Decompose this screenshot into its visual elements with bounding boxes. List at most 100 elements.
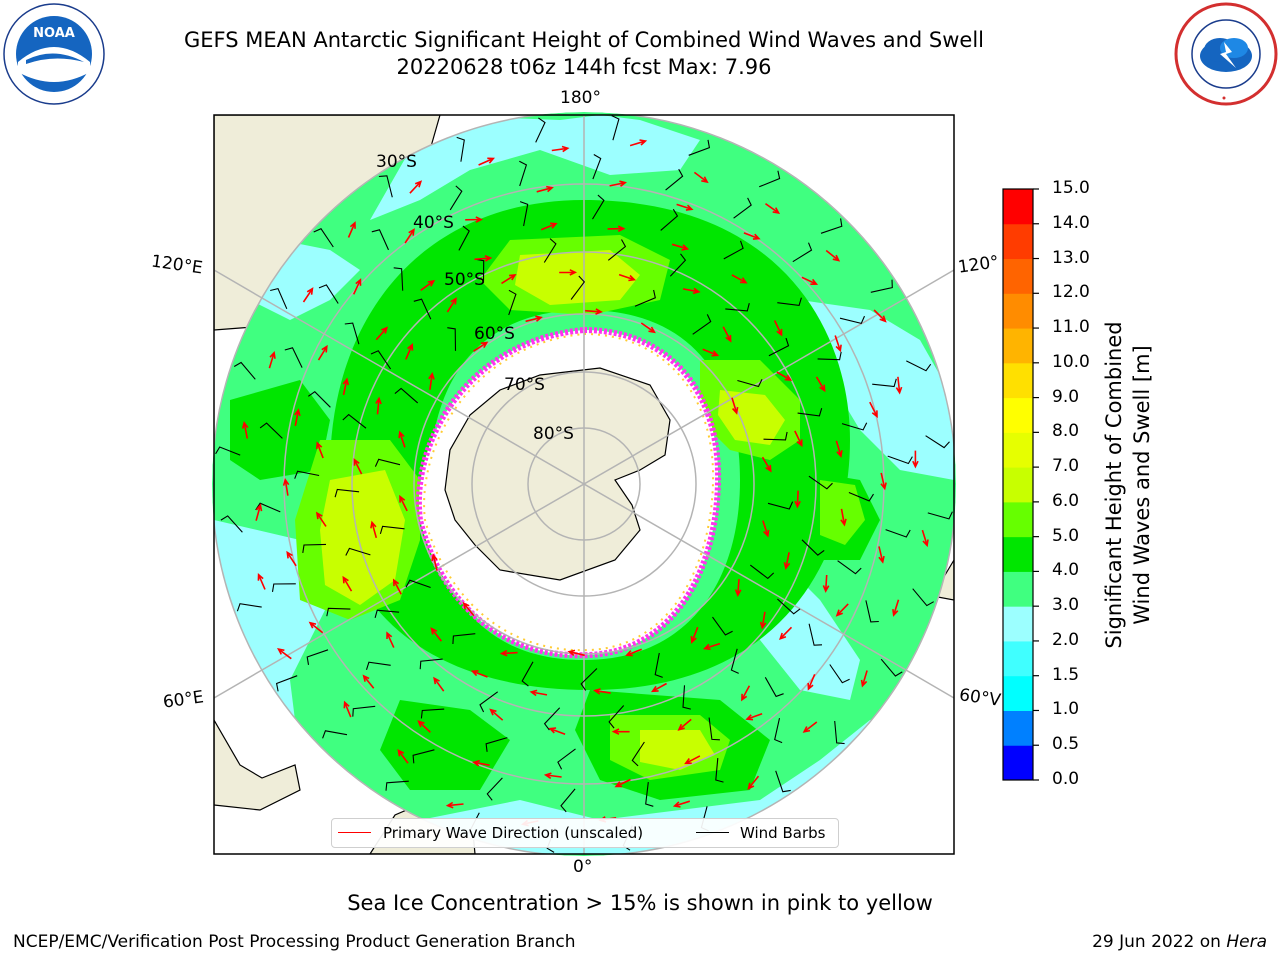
wave-direction-arrow bbox=[445, 801, 464, 809]
wind-barb bbox=[880, 658, 903, 677]
wind-barb bbox=[737, 379, 763, 388]
wind-barb bbox=[521, 661, 534, 687]
colorbar-swatch bbox=[1003, 571, 1033, 607]
lat-label-40s: 40°S bbox=[413, 213, 454, 233]
wind-barb bbox=[486, 777, 503, 801]
wind-barb bbox=[611, 115, 620, 141]
wave-direction-arrow bbox=[405, 343, 414, 360]
wave-direction-arrow bbox=[880, 472, 887, 491]
wave-direction-arrow bbox=[640, 322, 656, 334]
wave-direction-arrow bbox=[794, 430, 803, 448]
wave-direction-arrow bbox=[474, 255, 493, 262]
wind-barb bbox=[215, 446, 241, 456]
wave-direction-arrow bbox=[241, 420, 249, 439]
wave-direction-arrow bbox=[462, 601, 475, 617]
wind-barb bbox=[925, 435, 950, 449]
wind-barb bbox=[885, 529, 911, 538]
wind-barb bbox=[654, 652, 663, 678]
wave-direction-arrow bbox=[567, 649, 585, 657]
wave-direction-arrow bbox=[722, 326, 732, 343]
wind-barb bbox=[712, 616, 733, 636]
wind-barb bbox=[271, 583, 296, 592]
wind-barb bbox=[665, 168, 684, 191]
lat-label-80s: 80°S bbox=[533, 424, 574, 444]
colorbar-tick-label: 1.0 bbox=[1052, 699, 1080, 720]
colorbar-label-line1: Significant Height of Combined bbox=[1102, 321, 1126, 649]
colorbar-tick-label: 10.0 bbox=[1052, 351, 1090, 372]
wave-direction-arrow bbox=[431, 553, 438, 571]
wave-direction-arrow bbox=[347, 221, 356, 238]
wind-barb bbox=[236, 603, 262, 612]
colorbar-tick-label: 5.0 bbox=[1052, 525, 1080, 546]
wave-direction-arrow bbox=[801, 276, 819, 285]
wind-barb bbox=[715, 758, 724, 783]
wave-direction-arrow bbox=[536, 185, 554, 193]
wave-direction-arrow bbox=[317, 344, 328, 361]
wind-barb bbox=[385, 780, 409, 791]
wave-direction-arrow bbox=[433, 676, 445, 692]
wave-direction-arrow bbox=[693, 171, 709, 184]
colorbar-tick-label: 1.5 bbox=[1052, 664, 1080, 685]
map-frame bbox=[213, 114, 955, 855]
wave-direction-arrow bbox=[501, 274, 517, 285]
wave-direction-arrow bbox=[672, 800, 691, 808]
legend-wave-direction-swatch bbox=[338, 832, 371, 833]
legend-wind-barbs-swatch bbox=[696, 832, 729, 833]
wave-direction-arrow bbox=[834, 335, 842, 353]
colorbar bbox=[1002, 188, 1034, 781]
wind-barb bbox=[334, 488, 360, 498]
wave-direction-arrow bbox=[375, 326, 389, 341]
colorbar-tick-label: 9.0 bbox=[1052, 386, 1080, 407]
wind-barb bbox=[872, 378, 897, 388]
wind-barb bbox=[570, 275, 586, 300]
wind-barb bbox=[660, 208, 679, 231]
wave-direction-arrow bbox=[529, 689, 548, 697]
wave-direction-arrow bbox=[759, 611, 767, 630]
wind-barb bbox=[275, 675, 298, 692]
lat-label-30s: 30°S bbox=[376, 152, 417, 172]
wave-direction-arrow bbox=[282, 477, 290, 496]
wind-barb bbox=[817, 351, 842, 361]
wind-barb bbox=[669, 253, 687, 277]
wave-direction-arrow bbox=[585, 308, 603, 315]
legend-wind-barbs-label: Wind Barbs bbox=[740, 824, 826, 842]
wave-direction-arrow bbox=[741, 685, 751, 702]
colorbar-tick-label: 0.0 bbox=[1052, 769, 1080, 789]
colorbar-tick-label: 4.0 bbox=[1052, 560, 1080, 581]
wave-direction-arrow bbox=[650, 682, 667, 693]
colorbar-ticks bbox=[1033, 188, 1039, 781]
wave-direction-arrow bbox=[607, 225, 626, 233]
wind-barb bbox=[768, 337, 790, 357]
wind-barb bbox=[777, 598, 801, 615]
wave-direction-arrow bbox=[835, 603, 849, 617]
wave-direction-arrow bbox=[559, 269, 578, 276]
wind-barb bbox=[306, 649, 329, 665]
colorbar-frame bbox=[1002, 188, 1034, 781]
wave-direction-arrow bbox=[472, 759, 490, 767]
wave-direction-arrow bbox=[362, 674, 375, 689]
wind-barb bbox=[887, 455, 913, 465]
colorbar-tick-label: 15.0 bbox=[1052, 178, 1090, 198]
wind-barb bbox=[808, 623, 823, 646]
wave-direction-arrow bbox=[609, 180, 627, 187]
wave-direction-arrow bbox=[869, 401, 878, 419]
wave-direction-arrow bbox=[525, 315, 543, 323]
wind-barb bbox=[458, 225, 470, 251]
lon-label-0: 0° bbox=[573, 857, 593, 877]
wave-direction-arrow bbox=[873, 309, 887, 323]
wave-direction-arrow bbox=[860, 670, 868, 688]
wind-barb bbox=[733, 197, 752, 219]
land-antarctica bbox=[444, 367, 671, 581]
wind-barb bbox=[449, 185, 463, 211]
wave-direction-arrow bbox=[747, 775, 760, 791]
wind-barb bbox=[758, 170, 781, 188]
colorbar-swatch bbox=[1003, 606, 1033, 642]
colorbar-tick-label: 14.0 bbox=[1052, 212, 1090, 233]
wind-barb bbox=[834, 720, 845, 745]
wave-direction-arrow bbox=[765, 203, 781, 214]
colorbar-swatch bbox=[1003, 745, 1033, 781]
wave-direction-arrow bbox=[794, 490, 801, 509]
wave-direction-arrow bbox=[551, 145, 570, 153]
colorbar-tick-label: 0.5 bbox=[1052, 734, 1080, 755]
wind-barb bbox=[394, 387, 419, 404]
